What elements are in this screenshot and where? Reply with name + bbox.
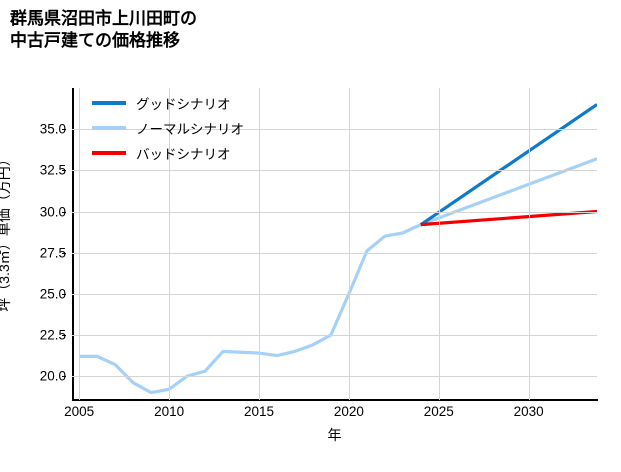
y-axis-tick-labels: 20.0 22.5 25.0 27.5 30.0 32.5 35.0 xyxy=(14,88,66,400)
series-line-ノーマルシナリオ xyxy=(79,157,597,395)
y-tick-mark-20.0 xyxy=(62,376,66,378)
x-axis-title: 年 xyxy=(327,427,342,443)
y-tick-mark-27.5 xyxy=(62,252,66,254)
x-tick-label-2020: 2020 xyxy=(333,404,364,419)
gridline-y-20.0 xyxy=(72,376,597,378)
y-tick-mark-22.5 xyxy=(62,335,66,336)
legend-swatch-icon-0 xyxy=(92,101,126,105)
legend-label-2: バッドシナリオ xyxy=(136,147,231,162)
y-axis-line xyxy=(72,88,74,401)
gridline-y-25.0 xyxy=(72,293,597,295)
legend-item-2[interactable]: バッドシナリオ xyxy=(92,141,231,165)
y-tick-label-20.0: 20.0 xyxy=(39,368,66,384)
x-axis-tick-labels: 2005 2010 2015 2020 2025 2030 xyxy=(64,404,597,424)
legend-item-1[interactable]: ノーマルシナリオ xyxy=(92,116,244,140)
gridline-y-22.5 xyxy=(72,335,597,336)
y-tick-label-25.0: 25.0 xyxy=(39,286,66,302)
legend-label-1: ノーマルシナリオ xyxy=(136,122,244,137)
series-line-グッドシナリオ xyxy=(419,103,597,226)
y-tick-label-32.5: 32.5 xyxy=(39,162,66,178)
x-tick-label-2010: 2010 xyxy=(154,404,185,419)
y-tick-mark-32.5 xyxy=(62,170,66,172)
legend-swatch-icon-2 xyxy=(92,151,126,155)
gridline-y-27.5 xyxy=(72,252,597,254)
series-line-バッドシナリオ xyxy=(420,209,597,227)
gridline-x-2025 xyxy=(438,88,440,400)
y-tick-label-35.0: 35.0 xyxy=(39,121,66,137)
chart-legend: グッドシナリオ ノーマルシナリオ バッドシナリオ xyxy=(92,91,292,165)
y-tick-mark-35.0 xyxy=(62,129,66,131)
gridline-y-35.0 xyxy=(72,129,597,131)
gridline-x-2005 xyxy=(79,88,81,400)
gridline-x-2020 xyxy=(348,88,350,400)
gridline-x-2010 xyxy=(169,88,171,400)
x-tick-label-2015: 2015 xyxy=(243,404,275,419)
gridline-y-30.0 xyxy=(72,211,597,213)
y-tick-label-27.5: 27.5 xyxy=(39,245,66,261)
legend-label-0: グッドシナリオ xyxy=(136,97,231,112)
x-axis-line xyxy=(72,399,598,401)
y-tick-label-22.5: 22.5 xyxy=(39,327,66,343)
plot-area xyxy=(72,88,597,400)
gridline-x-2030 xyxy=(528,88,530,400)
legend-swatch-icon-1 xyxy=(92,126,126,130)
gridline-x-2015 xyxy=(259,88,260,400)
y-tick-mark-25.0 xyxy=(62,293,66,295)
y-axis-title: 坪（3.3㎡）単価（万円） xyxy=(0,152,12,312)
gridline-y-32.5 xyxy=(72,170,597,172)
chart-title-line1: 群馬県沼田市上川田町の xyxy=(10,9,197,28)
legend-item-0[interactable]: グッドシナリオ xyxy=(92,91,231,115)
y-tick-label-30.0: 30.0 xyxy=(39,204,66,219)
x-tick-label-2005: 2005 xyxy=(64,404,95,419)
x-tick-label-2030: 2030 xyxy=(513,404,544,419)
y-tick-mark-30.0 xyxy=(62,211,66,213)
chart-title-line2: 中古戸建ての価格推移 xyxy=(10,30,180,50)
x-tick-label-2025: 2025 xyxy=(423,404,454,419)
chart-title: 群馬県沼田市上川田町の 中古戸建ての価格推移 xyxy=(10,8,430,52)
series-lines xyxy=(79,103,597,395)
